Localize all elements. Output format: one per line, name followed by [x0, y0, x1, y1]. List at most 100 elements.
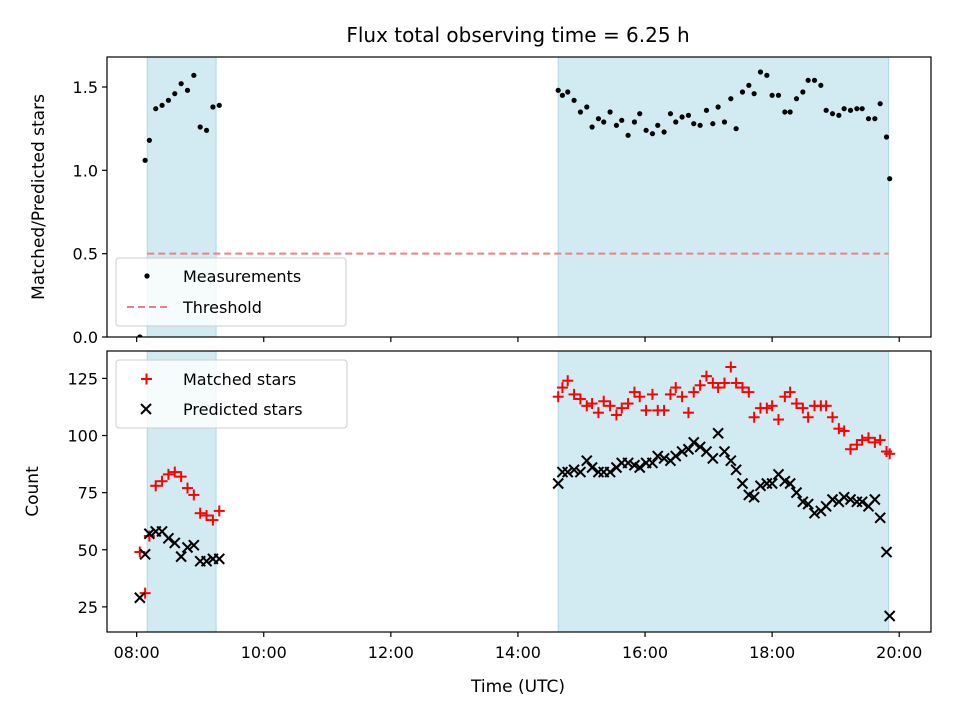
matched-star-point — [552, 391, 564, 403]
measurement-point — [847, 107, 854, 113]
marker-d2 — [707, 452, 719, 465]
measurement-point — [210, 104, 216, 110]
measurement-point — [607, 109, 613, 115]
matched-star-point — [634, 391, 646, 403]
measurement-point — [865, 116, 872, 122]
predicted-star-point — [162, 532, 175, 545]
y-tick-label: 0.5 — [73, 245, 98, 264]
legend: Measurements Threshold — [115, 257, 347, 327]
marker-d2 — [658, 452, 670, 465]
marker-d2 — [586, 461, 598, 474]
matched-star-point — [718, 377, 730, 389]
y-tick-label: 50 — [78, 541, 98, 560]
measurement-point — [178, 81, 184, 87]
marker-d2 — [134, 592, 146, 604]
measurement-point — [661, 129, 667, 135]
measurement-point — [584, 104, 590, 110]
matched-star-point — [156, 475, 168, 487]
measurement-point — [775, 92, 782, 98]
predicted-star-point — [676, 445, 688, 458]
marker-d2 — [581, 454, 593, 467]
x-tick-label: 14:00 — [495, 643, 541, 662]
marker-d2 — [883, 610, 896, 622]
x-axis-label: Time (UTC) — [470, 677, 565, 697]
predicted-star-point — [874, 512, 886, 524]
marker-d2 — [736, 477, 749, 490]
measurement-point — [800, 89, 806, 95]
predicted-star-point — [181, 541, 194, 554]
measurement-point — [655, 122, 661, 128]
predicted-star-point — [581, 454, 593, 467]
measurement-point — [159, 102, 165, 108]
measurement-point — [872, 116, 878, 122]
matched-star-point — [194, 507, 206, 519]
measurement-point — [619, 117, 625, 123]
matched-star-point — [827, 411, 839, 423]
predicted-star-point — [604, 466, 616, 478]
marker-d2 — [730, 464, 742, 476]
predicted-star-point — [175, 550, 187, 563]
measurement-point — [197, 124, 203, 130]
predicted-star-point — [134, 592, 146, 604]
matched-star-point — [797, 402, 809, 414]
marker-d2 — [562, 466, 574, 478]
predicted-star-point — [838, 491, 850, 503]
matched-star-point — [181, 482, 193, 494]
observing-window — [557, 350, 890, 633]
legend-predicted-marker — [140, 403, 152, 415]
matched-star-point — [874, 434, 886, 446]
legend-box — [115, 257, 347, 327]
legend: Matched stars Predicted stars — [115, 359, 348, 429]
marker-d2 — [634, 461, 646, 474]
predicted-star-point — [646, 457, 659, 469]
predicted-star-point — [725, 454, 737, 467]
measurement-point — [643, 127, 649, 133]
matched-star-point — [730, 377, 742, 389]
measurement-point — [555, 87, 561, 93]
measurement-point — [613, 122, 620, 128]
measurement-point — [571, 97, 577, 103]
axes-frame — [106, 350, 932, 633]
marker-d2 — [156, 525, 168, 538]
y-tick-label: 100 — [67, 427, 98, 446]
matched-star-point — [766, 400, 778, 412]
measurement-point — [703, 107, 710, 113]
marker-d2 — [808, 507, 821, 519]
matched-star-point — [207, 514, 219, 526]
marker-d2 — [162, 532, 175, 545]
measurement-point — [697, 122, 703, 128]
marker-d2 — [574, 466, 587, 478]
marker-d2 — [622, 457, 634, 469]
measurement-point — [146, 137, 152, 143]
measurement-point — [631, 119, 638, 125]
matched-star-point — [175, 471, 187, 483]
y-tick-label: 75 — [78, 484, 98, 503]
predicted-star-point — [694, 441, 706, 453]
matched-star-point — [725, 361, 737, 373]
measurement-point — [153, 106, 159, 112]
y-tick-label: 125 — [67, 369, 98, 388]
measurement-point — [625, 132, 631, 138]
measurement-point — [728, 96, 734, 102]
legend-measurements-marker — [144, 273, 150, 279]
predicted-star-point — [586, 461, 598, 474]
measurement-point — [679, 114, 685, 120]
predicted-star-point — [730, 464, 742, 476]
matched-star-point — [562, 375, 574, 387]
x-tick-label: 12:00 — [368, 643, 414, 662]
measurement-point — [739, 89, 746, 95]
matched-star-point — [598, 395, 610, 407]
marker-d2 — [874, 512, 886, 524]
matched-star-point — [616, 402, 628, 414]
predicted-star-point — [754, 480, 767, 492]
matched-star-point — [574, 393, 586, 405]
marker-d2 — [797, 496, 809, 508]
marker-d2 — [838, 491, 850, 503]
legend-matched-marker — [141, 373, 152, 385]
predicted-star-point — [856, 496, 868, 508]
legend-threshold-label: Threshold — [182, 298, 262, 317]
predicted-star-point — [169, 537, 181, 549]
measurement-point — [733, 126, 739, 132]
marker-d2 — [725, 454, 737, 467]
